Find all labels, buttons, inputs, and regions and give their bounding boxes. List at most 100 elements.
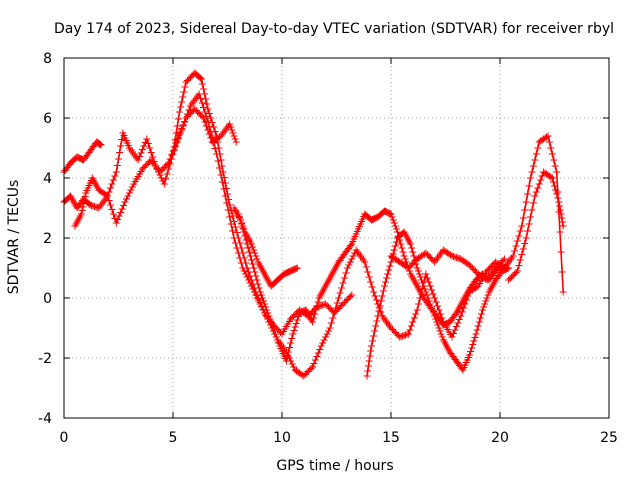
- data-point-marker: [373, 296, 380, 304]
- data-point-marker: [470, 337, 478, 345]
- data-point-marker: [509, 272, 517, 279]
- data-point-marker: [262, 303, 270, 311]
- data-point-marker: [451, 326, 459, 334]
- data-point-marker: [325, 303, 332, 311]
- data-point-marker: [559, 288, 567, 296]
- data-point-marker: [425, 297, 433, 305]
- data-point-marker: [369, 337, 376, 345]
- data-point-marker: [251, 249, 259, 257]
- data-point-marker: [229, 227, 237, 235]
- data-point-marker: [171, 146, 178, 154]
- data-point-marker: [365, 357, 373, 365]
- data-point-marker: [291, 323, 299, 331]
- series-markers-track-9: [505, 168, 567, 284]
- data-point-marker: [226, 213, 234, 221]
- data-point-marker: [484, 291, 492, 299]
- data-point-marker: [174, 115, 182, 123]
- data-point-marker: [521, 206, 529, 214]
- data-point-marker: [479, 306, 487, 314]
- data-point-marker: [166, 160, 174, 168]
- data-point-marker: [140, 164, 148, 171]
- data-point-marker: [432, 298, 440, 306]
- data-point-marker: [316, 346, 324, 353]
- data-point-marker: [176, 130, 184, 138]
- data-point-marker: [434, 302, 441, 310]
- series-markers-track-7: [363, 228, 513, 380]
- data-point-marker: [81, 193, 89, 200]
- x-tick-label: 0: [60, 430, 69, 446]
- data-point-marker: [329, 314, 337, 322]
- data-point-marker: [184, 77, 191, 84]
- series-markers-track-1: [60, 138, 105, 176]
- data-point-marker: [538, 172, 546, 180]
- data-point-marker: [372, 322, 380, 330]
- data-point-marker: [214, 157, 222, 165]
- data-point-marker: [239, 264, 247, 272]
- data-point-marker: [345, 261, 353, 269]
- data-point-marker: [165, 165, 173, 173]
- data-point-marker: [309, 318, 316, 326]
- data-point-marker: [559, 222, 567, 230]
- data-point-marker: [253, 255, 261, 263]
- data-point-marker: [422, 288, 430, 296]
- data-point-marker: [306, 366, 314, 374]
- data-point-marker: [269, 324, 277, 332]
- data-point-marker: [143, 161, 151, 168]
- data-point-marker: [332, 304, 340, 312]
- data-point-marker: [391, 222, 399, 230]
- data-point-marker: [534, 144, 542, 152]
- data-point-marker: [431, 294, 439, 302]
- data-point-marker: [252, 272, 260, 280]
- data-point-marker: [336, 303, 344, 311]
- data-point-marker: [524, 227, 532, 235]
- data-point-marker: [144, 140, 152, 147]
- x-axis-ticks: 0 5 10 15 20 25: [60, 58, 618, 446]
- data-point-marker: [468, 264, 476, 272]
- data-point-marker: [335, 294, 343, 302]
- data-point-marker: [531, 156, 539, 164]
- data-point-marker: [137, 149, 145, 157]
- data-point-marker: [232, 223, 239, 231]
- data-point-marker: [551, 162, 559, 170]
- data-point-marker: [234, 210, 242, 218]
- data-point-marker: [118, 136, 126, 143]
- data-point-marker: [290, 363, 298, 371]
- data-point-marker: [412, 310, 420, 318]
- data-point-marker: [534, 184, 542, 192]
- data-point-marker: [513, 267, 521, 275]
- data-point-marker: [325, 327, 332, 335]
- data-point-marker: [108, 206, 116, 213]
- data-point-marker: [471, 334, 479, 341]
- data-point-marker: [265, 312, 273, 320]
- data-point-marker: [499, 257, 507, 264]
- data-point-marker: [274, 336, 282, 344]
- data-point-marker: [182, 78, 190, 86]
- data-point-marker: [205, 110, 213, 117]
- data-point-marker: [418, 276, 425, 284]
- data-point-marker: [343, 296, 351, 303]
- data-point-marker: [553, 168, 561, 176]
- data-point-marker: [428, 286, 436, 294]
- data-point-marker: [287, 315, 295, 323]
- data-point-marker: [478, 310, 485, 318]
- data-point-marker: [111, 215, 119, 222]
- data-point-marker: [141, 162, 149, 170]
- data-point-marker: [509, 252, 517, 260]
- data-point-marker: [342, 297, 350, 305]
- data-point-marker: [217, 171, 225, 179]
- data-point-marker: [511, 247, 518, 255]
- data-point-marker: [524, 190, 532, 198]
- data-point-marker: [156, 171, 164, 179]
- data-point-marker: [492, 264, 500, 272]
- data-point-marker: [261, 300, 269, 308]
- data-point-marker: [301, 371, 309, 378]
- x-tick-label: 10: [273, 430, 291, 446]
- data-point-marker: [313, 353, 321, 360]
- data-point-marker: [221, 192, 229, 200]
- data-point-marker: [480, 303, 488, 311]
- data-point-marker: [236, 254, 244, 262]
- data-point-marker: [466, 261, 473, 269]
- data-point-marker: [481, 300, 489, 308]
- data-point-marker: [163, 170, 171, 178]
- data-point-marker: [311, 356, 319, 364]
